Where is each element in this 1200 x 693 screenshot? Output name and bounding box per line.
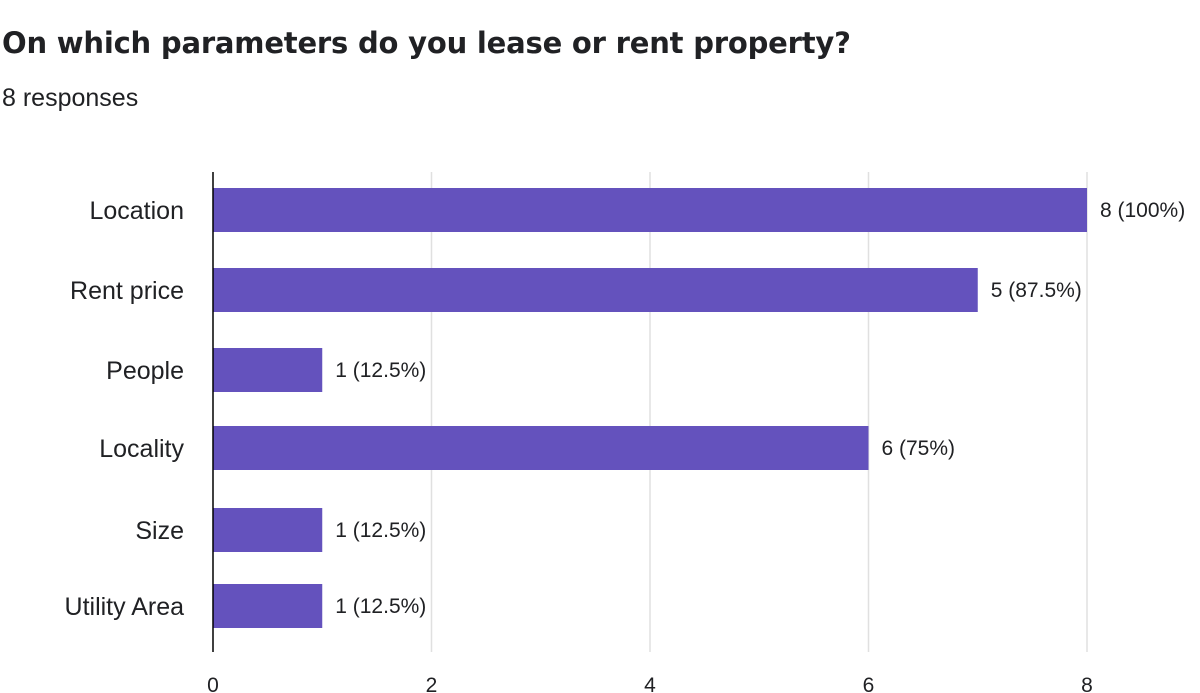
x-tick-label: 8 <box>1081 674 1093 693</box>
data-label: 5 (87.5%) <box>991 279 1082 302</box>
data-label: 6 (75%) <box>882 437 956 460</box>
data-label: 1 (12.5%) <box>335 359 426 382</box>
bar <box>213 268 978 312</box>
x-tick-label: 0 <box>207 674 219 693</box>
x-tick-label: 4 <box>644 674 656 693</box>
bar <box>213 508 323 552</box>
data-label: 1 (12.5%) <box>335 519 426 542</box>
response-count: 8 responses <box>2 84 139 112</box>
bar <box>213 426 869 470</box>
bar <box>213 584 323 628</box>
x-tick-label: 6 <box>863 674 875 693</box>
category-label: Locality <box>99 435 184 463</box>
labels: 0 2 4 6 8 Location 8 (100%) Rent price 5 (87.5%)… <box>65 197 1186 693</box>
chart-title: On which parameters do you lease or rent… <box>2 26 851 60</box>
data-label: 1 (12.5%) <box>335 595 426 618</box>
category-label: Utility Area <box>65 593 185 621</box>
category-label: Location <box>89 197 184 225</box>
bar <box>213 348 323 392</box>
x-tick-label: 2 <box>426 674 438 693</box>
category-label: Size <box>135 517 184 545</box>
category-label: People <box>106 357 184 385</box>
data-label: 8 (100%) <box>1100 199 1185 222</box>
category-label: Rent price <box>70 277 184 305</box>
gridlines <box>430 172 1088 652</box>
bars <box>213 188 1087 628</box>
bar <box>213 188 1087 232</box>
